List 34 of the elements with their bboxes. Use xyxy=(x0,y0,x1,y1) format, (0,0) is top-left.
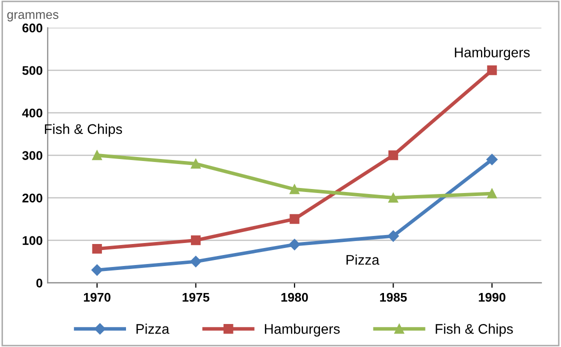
x-tick-label: 1975 xyxy=(182,292,210,302)
point xyxy=(190,235,201,246)
annotation: Pizza xyxy=(346,254,380,265)
y-tick-label: 200 xyxy=(22,194,42,202)
annotation: Fish & Chips xyxy=(44,124,122,137)
point xyxy=(92,244,102,254)
y-axis-title: grammes xyxy=(7,12,58,22)
x-tick-label: 1980 xyxy=(281,292,308,302)
point xyxy=(290,214,300,224)
y-tick-label: 400 xyxy=(22,108,42,118)
point xyxy=(487,65,497,76)
x-tick-label: 1970 xyxy=(84,292,110,302)
y-tick-label: 100 xyxy=(22,236,42,245)
point xyxy=(91,264,103,276)
y-tick-label: 0 xyxy=(36,278,42,288)
legend-label: Fish & Chips xyxy=(436,324,513,337)
legend-label: Pizza xyxy=(136,324,170,334)
point xyxy=(92,150,102,160)
point xyxy=(288,238,300,250)
point xyxy=(290,184,300,194)
point xyxy=(388,230,399,242)
point xyxy=(190,158,201,169)
y-tick-label: 500 xyxy=(22,66,42,75)
y-tick-label: 300 xyxy=(22,151,42,160)
legend-label: Hamburgers xyxy=(264,324,340,337)
annotation: Hamburgers xyxy=(454,47,530,60)
x-tick-label: 1990 xyxy=(478,292,506,302)
x-tick-label: 1985 xyxy=(380,292,407,302)
point xyxy=(388,192,398,203)
point xyxy=(487,188,497,198)
y-tick-label: 600 xyxy=(22,24,42,32)
point xyxy=(190,256,202,268)
point xyxy=(486,154,498,166)
point xyxy=(388,150,398,160)
